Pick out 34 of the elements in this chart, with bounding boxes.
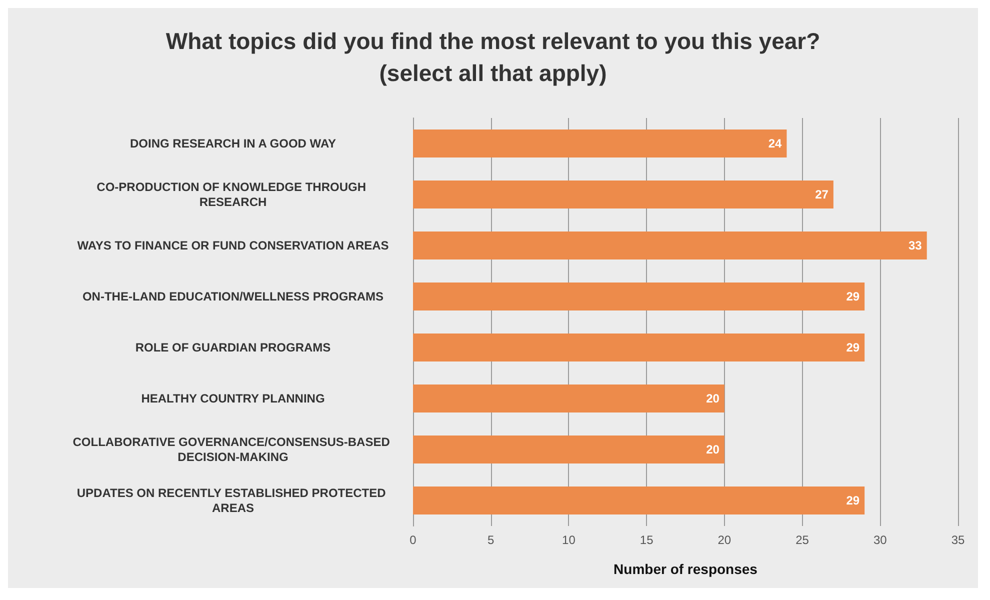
- x-tick-label: 30: [873, 533, 888, 547]
- y-tick-label: ON-THE-LAND EDUCATION/WELLNESS PROGRAMS: [82, 290, 384, 304]
- bar: [413, 435, 724, 464]
- x-tick-label: 35: [951, 533, 965, 547]
- bar: [413, 129, 787, 158]
- y-tick-label: COLLABORATIVE GOVERNANCE/CONSENSUS-BASED DECISION-MAKING: [72, 435, 394, 464]
- bar: [413, 282, 865, 311]
- data-label: 20: [706, 392, 720, 406]
- y-tick-label: ROLE OF GUARDIAN PROGRAMS: [135, 340, 331, 354]
- x-tick-label: 20: [718, 533, 732, 547]
- chart-title: What topics did you find the most relevant to you this year? (select all that apply): [166, 28, 820, 86]
- data-label: 29: [846, 494, 860, 508]
- x-tick-label: 25: [796, 533, 810, 547]
- y-tick-label: UPDATES ON RECENTLY ESTABLISHED PROTECTED AREAS: [76, 486, 390, 515]
- y-tick-label: CO-PRODUCTION OF KNOWLEDGE THROUGH RESEARCH: [96, 180, 370, 209]
- bar: [413, 333, 865, 362]
- x-tick-label: 5: [488, 533, 495, 547]
- data-label: 27: [815, 188, 829, 202]
- y-tick-label: HEALTHY COUNTRY PLANNING: [141, 392, 325, 406]
- data-label: 29: [846, 290, 860, 304]
- y-tick-label: WAYS TO FINANCE OR FUND CONSERVATION AREAS: [77, 238, 389, 252]
- bar: [413, 180, 834, 209]
- y-tick-label: DOING RESEARCH IN A GOOD WAY: [130, 136, 336, 150]
- bar: [413, 231, 927, 260]
- data-label: 24: [768, 136, 782, 150]
- data-label: 20: [706, 442, 720, 456]
- x-tick-label: 10: [562, 533, 576, 547]
- bar: [413, 486, 865, 515]
- data-label: 29: [846, 340, 860, 354]
- x-tick-label: 0: [410, 533, 417, 547]
- x-tick-label: 15: [640, 533, 654, 547]
- bar: [413, 384, 724, 413]
- data-label: 33: [908, 238, 922, 252]
- x-axis-title: Number of responses: [614, 561, 758, 577]
